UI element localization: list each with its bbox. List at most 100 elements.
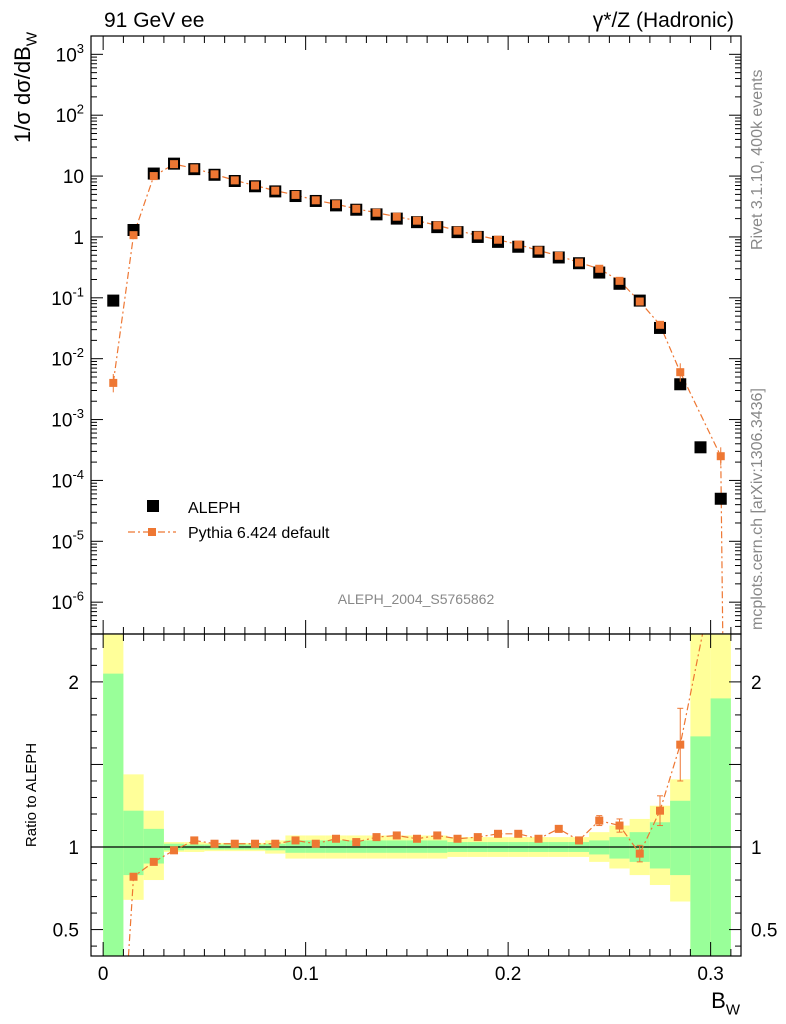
pythia-point [372,208,381,217]
pythia-point [210,170,219,179]
ratio-point [534,834,543,843]
ratio-point [575,836,584,845]
pythia-point [554,251,563,260]
pythia-point [656,320,665,329]
y-tick-label: 10-1 [51,284,84,310]
x-axis-label: BW [711,988,741,1019]
ratio-point [372,833,381,842]
legend-pythia-marker [148,528,156,536]
ratio-point [291,836,300,845]
uncertainty-band-inner [649,822,671,869]
ratio-point [230,839,239,848]
ratio-point [392,831,401,840]
header-channel: γ*/Z (Hadronic) [593,9,734,32]
ratio-y-tick-label-left: 2 [68,673,79,694]
uncertainty-band-inner [143,828,164,864]
ratio-point [514,829,523,838]
pythia-point [352,204,361,213]
uncertainty-band-inner [710,698,731,956]
ratio-panel: 0.5 0.5 1 1 2 2 0 0.1 0.2 0.3 [53,633,777,985]
ratio-point [554,824,563,833]
uncertainty-band-inner [123,810,144,876]
ratio-y-tick-label-right: 2 [751,673,762,694]
ratio-frame [90,633,742,957]
aleph-point [107,294,120,307]
ratio-point [433,831,442,840]
ratio-y-tick-label-left: 0.5 [53,921,79,942]
ratio-point [453,834,462,843]
y-tick-label: 102 [56,102,84,128]
mcplots-side-label: mcplots.cern.ch [arXiv:1306.3436] [749,388,766,630]
rivet-side-label: Rivet 3.1.10, 400k events [749,69,766,250]
y-tick-label: 1 [73,228,84,249]
x-tick-label: 0.3 [697,964,723,985]
y-tick-label: 10-2 [51,345,84,371]
pythia-point [251,181,260,190]
aleph-point [714,492,727,505]
main-y-axis-label: 1/σ dσ/dBW [10,31,41,143]
ratio-point [251,839,260,848]
pythia-point [190,164,199,173]
pythia-point [149,172,158,181]
pythia-point [291,190,300,199]
y-tick-label: 10-3 [51,406,84,432]
y-tick-label: 10-6 [51,589,84,615]
ratio-point [129,872,138,881]
ratio-point [413,834,422,843]
pythia-point [716,452,725,461]
ratio-point [149,857,158,866]
pythia-point [230,176,239,185]
x-tick-label: 0.1 [292,964,318,985]
ratio-point [210,839,219,848]
ratio-y-tick-label-right: 1 [751,838,762,859]
ratio-point [352,838,361,847]
analysis-id-label: ALEPH_2004_S5765862 [338,591,495,607]
pythia-point [453,226,462,235]
legend-pythia-label: Pythia 6.424 default [188,525,330,542]
ratio-series-line [127,633,704,957]
header-process: 91 GeV ee [104,9,204,32]
y-tick-label: 10-5 [51,528,84,554]
pythia-point [595,264,604,273]
uncertainty-band-inner [103,673,124,956]
pythia-point [311,196,320,205]
pythia-point [271,186,280,195]
pythia-point [635,297,644,306]
uncertainty-band-inner [609,837,630,859]
ratio-point [190,836,199,845]
pythia-point [433,221,442,230]
ratio-y-tick-label-right: 0.5 [751,921,777,942]
legend: ALEPH Pythia 6.424 default [128,500,330,542]
pythia-point [129,231,138,240]
pythia-point [676,368,685,377]
ratio-y-axis-label: Ratio to ALEPH [23,743,40,847]
pythia-series-line [112,163,722,457]
ratio-point [676,740,685,749]
pythia-series-tail [720,456,724,635]
pythia-point [615,276,624,285]
pythia-point [170,160,179,169]
ratio-point [656,806,665,815]
ratio-point [170,846,179,855]
pythia-point [413,216,422,225]
aleph-point [694,441,707,454]
aleph-point [674,378,687,391]
pythia-point [109,378,118,387]
legend-aleph-marker [147,500,159,512]
pythia-point [332,200,341,209]
pythia-point [473,231,482,240]
ratio-point [332,834,341,843]
ratio-point [494,829,503,838]
x-tick-label: 0 [98,964,109,985]
ratio-point [635,849,644,858]
pythia-point [514,240,523,249]
y-tick-label: 103 [56,41,84,67]
y-tick-label: 10 [63,167,84,188]
main-frame [90,35,742,635]
x-tick-label: 0.2 [495,964,521,985]
uncertainty-band-inner [670,800,691,876]
ratio-point [595,816,604,825]
ratio-point [473,833,482,842]
